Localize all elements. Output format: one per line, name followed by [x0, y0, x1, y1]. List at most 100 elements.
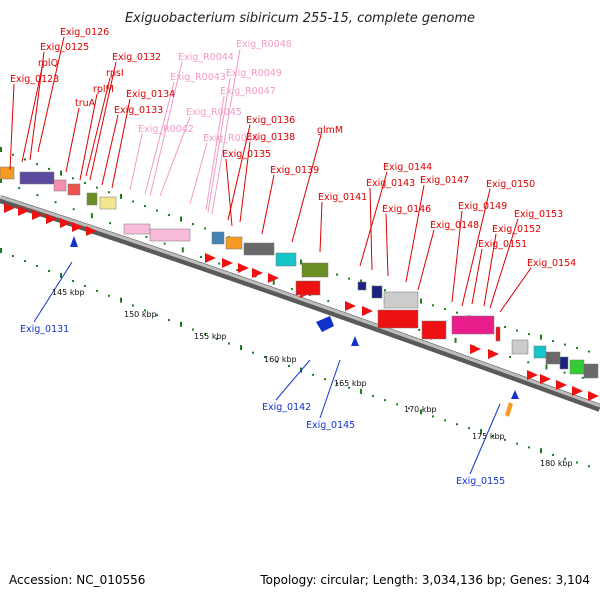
- gene-block: [225, 236, 243, 250]
- leader-line: [207, 77, 231, 213]
- tick-mark: [60, 170, 62, 176]
- gene-label: Exig_0126: [60, 27, 109, 38]
- gene-block: [495, 326, 501, 342]
- gene-label: Exig_0143: [366, 178, 415, 189]
- leader-line: [111, 98, 131, 189]
- tick-mark: [504, 326, 506, 329]
- tick-mark: [540, 448, 542, 454]
- tick-mark: [564, 457, 566, 460]
- gene-block: [123, 223, 151, 235]
- tick-mark: [290, 287, 293, 290]
- scale-label: 180 kbp: [540, 459, 573, 468]
- cds-arrow: [268, 273, 279, 283]
- leader-line: [239, 141, 251, 223]
- cds-arrow: [238, 263, 249, 273]
- gene-label: Exig_0123: [10, 74, 59, 85]
- tick-mark: [181, 247, 184, 253]
- gene-block: [511, 339, 529, 355]
- gene-label: Exig_0132: [112, 52, 161, 63]
- gene-block: [371, 285, 383, 299]
- gene-label: Exig_R0043: [170, 72, 226, 83]
- leader-line: [489, 218, 519, 309]
- gene-block: [559, 356, 569, 370]
- reverse-strand-gene: [351, 336, 359, 346]
- tick-mark: [132, 304, 134, 307]
- tick-mark: [216, 337, 218, 340]
- tick-mark: [327, 300, 330, 303]
- cds-arrow: [18, 206, 29, 216]
- leader-line: [144, 81, 175, 195]
- tick-mark: [276, 360, 278, 363]
- reverse-strand-gene: [505, 402, 513, 417]
- leader-line: [451, 210, 463, 303]
- tick-mark: [396, 403, 398, 406]
- tick-mark: [192, 328, 194, 331]
- tick-mark: [180, 216, 182, 222]
- tick-mark: [456, 311, 458, 314]
- gene-label: rplQ: [38, 58, 58, 69]
- gene-block: [53, 179, 67, 192]
- cds-arrow: [252, 268, 263, 278]
- tick-mark: [48, 167, 50, 170]
- gene-block: [545, 351, 561, 365]
- cds-arrow: [345, 301, 356, 311]
- leader-line: [417, 229, 435, 291]
- tick-mark: [120, 297, 122, 303]
- gene-label: Exig_R0046: [203, 133, 259, 144]
- tick-mark: [300, 259, 302, 265]
- gene-features: [0, 166, 599, 417]
- tick-mark: [156, 209, 158, 212]
- tick-mark: [384, 289, 386, 292]
- gene-block: [0, 166, 15, 180]
- leader-line: [291, 134, 322, 243]
- cds-arrow: [46, 214, 57, 224]
- tick-mark: [84, 181, 86, 184]
- tick-mark: [12, 153, 14, 156]
- gene-label: Exig_0131: [20, 324, 69, 335]
- leader-line: [101, 114, 119, 186]
- gene-block: [67, 183, 81, 196]
- tick-mark: [552, 453, 554, 456]
- cds-arrow: [72, 222, 83, 232]
- tick-mark: [418, 328, 421, 331]
- label-leader-lines: [9, 36, 532, 475]
- gene-label: Exig_0152: [492, 224, 541, 235]
- tick-mark: [528, 333, 530, 336]
- leader-line: [483, 233, 497, 307]
- tick-mark: [108, 191, 110, 194]
- tick-mark: [384, 399, 386, 402]
- reverse-strand-gene: [70, 236, 78, 247]
- tick-mark: [204, 333, 206, 336]
- gene-block: [377, 309, 419, 329]
- gene-block: [295, 280, 321, 296]
- tick-mark: [218, 262, 221, 265]
- gene-block: [275, 252, 297, 267]
- tick-mark: [144, 309, 146, 312]
- tick-mark: [0, 248, 2, 253]
- tick-mark: [504, 438, 506, 441]
- scale-label: 155 kbp: [194, 332, 227, 341]
- gene-block: [533, 345, 547, 359]
- tick-mark: [48, 270, 50, 273]
- tick-mark: [18, 187, 21, 190]
- gene-block: [86, 192, 98, 206]
- gene-label: glmM: [317, 125, 343, 136]
- tick-mark: [324, 378, 326, 381]
- gene-label: Exig_R0047: [220, 86, 276, 97]
- scale-label: 170 kbp: [404, 405, 437, 414]
- gene-block: [421, 320, 447, 340]
- topology-text: Topology: circular; Length: 3,034,136 bp…: [260, 573, 590, 587]
- leader-line: [385, 213, 389, 277]
- tick-mark: [252, 351, 254, 354]
- tick-mark: [480, 429, 482, 435]
- gene-label: truA: [75, 98, 96, 109]
- gene-label: Exig_R0045: [186, 107, 242, 118]
- tick-mark: [456, 423, 458, 426]
- tick-mark: [264, 356, 266, 359]
- scale-label: 150 kbp: [124, 310, 157, 319]
- gene-label: Exig_0141: [318, 192, 367, 203]
- cds-arrow: [4, 203, 15, 213]
- leader-line: [89, 61, 117, 181]
- tick-mark: [145, 235, 148, 238]
